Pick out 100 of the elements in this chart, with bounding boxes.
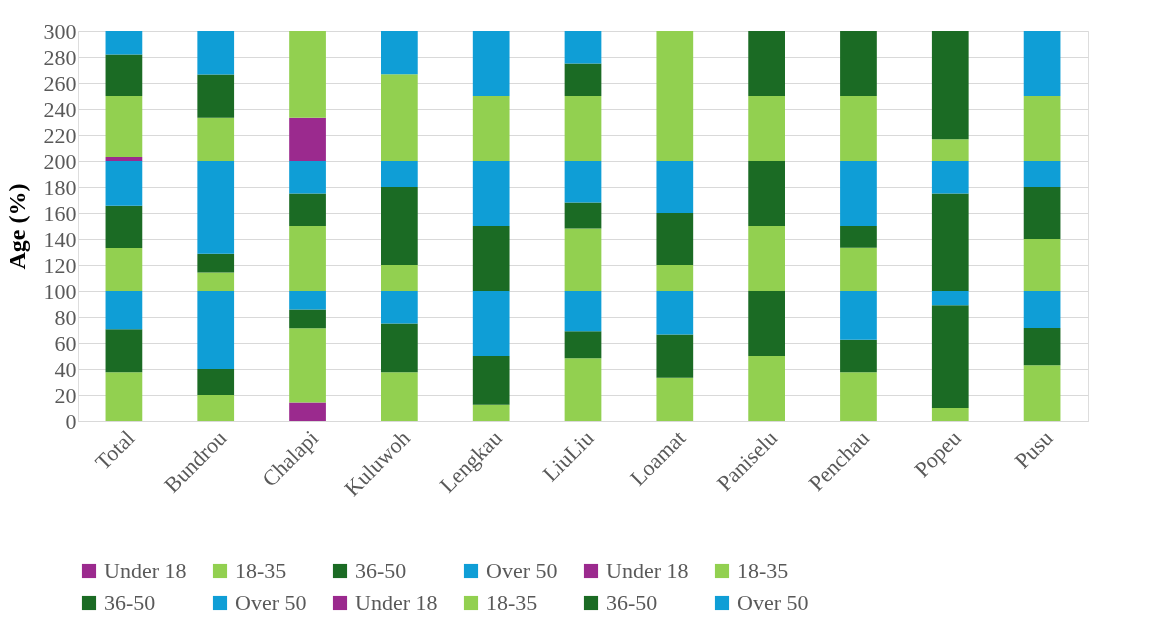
bar xyxy=(656,334,694,378)
legend-label: Over 50 xyxy=(235,590,307,615)
bar xyxy=(197,74,235,118)
y-axis-title: Age (%) xyxy=(3,183,30,270)
y-tick-label: 240 xyxy=(43,96,77,122)
bar xyxy=(197,31,235,75)
legend-label: 18-35 xyxy=(235,558,287,583)
bar xyxy=(289,291,326,310)
y-tick-label: 200 xyxy=(43,148,77,174)
legend-label: Over 50 xyxy=(486,558,558,583)
bar xyxy=(381,187,418,265)
y-tick-label: 180 xyxy=(43,174,77,200)
bar xyxy=(840,291,877,340)
bar xyxy=(1023,161,1061,187)
bar xyxy=(381,291,418,324)
bar xyxy=(840,96,877,161)
bar xyxy=(840,247,877,291)
bar xyxy=(197,395,235,421)
bar xyxy=(105,248,143,291)
legend-label: Over 50 xyxy=(737,590,809,615)
bar xyxy=(105,291,143,330)
bar xyxy=(381,265,418,291)
bar xyxy=(931,193,969,291)
bar xyxy=(748,291,785,356)
bar xyxy=(105,157,143,161)
bar xyxy=(472,356,510,405)
y-tick-label: 140 xyxy=(43,226,77,252)
bar xyxy=(381,372,418,421)
bar xyxy=(1023,239,1061,291)
bar xyxy=(564,161,602,203)
bar xyxy=(840,31,877,96)
bar xyxy=(381,74,418,161)
legend-label: Under 18 xyxy=(606,558,689,583)
bar xyxy=(197,161,235,254)
y-tick-label: 120 xyxy=(43,252,77,278)
bar xyxy=(1023,31,1061,96)
bar xyxy=(289,309,326,329)
legend-label: 36-50 xyxy=(104,590,156,615)
y-tick-label: 80 xyxy=(54,304,77,330)
bar xyxy=(1023,365,1061,421)
bar xyxy=(105,372,143,421)
y-tick-label: 100 xyxy=(43,278,77,304)
bar xyxy=(840,339,877,373)
bar xyxy=(931,139,969,161)
bar xyxy=(105,31,143,55)
bar xyxy=(564,331,602,359)
bar xyxy=(472,96,510,161)
bar xyxy=(931,408,969,421)
bar xyxy=(656,265,694,291)
bar xyxy=(564,358,602,421)
bar xyxy=(564,202,602,229)
bar xyxy=(748,161,785,226)
bar xyxy=(197,272,235,291)
y-tick-label: 260 xyxy=(43,70,77,96)
bar xyxy=(289,161,326,194)
legend-label: 18-35 xyxy=(486,590,538,615)
bar xyxy=(656,377,694,421)
bar xyxy=(564,291,602,332)
bar xyxy=(289,328,326,403)
y-tick-label: 20 xyxy=(54,382,77,408)
legend-label: Under 18 xyxy=(355,590,438,615)
bar xyxy=(105,96,143,158)
bar xyxy=(840,161,877,226)
bar xyxy=(931,31,969,140)
bar xyxy=(289,226,326,291)
y-tick-label: 40 xyxy=(54,356,77,382)
bar xyxy=(472,31,510,96)
bar xyxy=(931,305,969,408)
bar xyxy=(289,31,326,118)
bar xyxy=(289,402,326,421)
bar xyxy=(289,193,326,226)
bar xyxy=(197,253,235,273)
bar xyxy=(289,117,326,161)
bar xyxy=(472,226,510,291)
bar xyxy=(105,161,143,206)
bar xyxy=(656,31,694,161)
bar xyxy=(472,161,510,226)
bar xyxy=(381,161,418,187)
bar xyxy=(1023,96,1061,161)
bar xyxy=(564,96,602,161)
bar xyxy=(656,213,694,265)
bar xyxy=(840,372,877,421)
bar xyxy=(748,31,785,96)
bar xyxy=(840,226,877,248)
bar xyxy=(197,291,235,369)
bar xyxy=(931,161,969,194)
y-tick-label: 220 xyxy=(43,122,77,148)
bar xyxy=(472,404,510,421)
x-tick-label: Pusu xyxy=(1009,425,1058,474)
bar xyxy=(472,291,510,356)
bar xyxy=(105,329,143,373)
bar xyxy=(105,54,143,96)
bar xyxy=(656,161,694,213)
bar xyxy=(748,356,785,421)
bar xyxy=(564,228,602,291)
bar xyxy=(656,291,694,335)
y-tick-label: 60 xyxy=(54,330,77,356)
legend-label: 36-50 xyxy=(606,590,658,615)
y-tick-label: 300 xyxy=(43,18,77,44)
bar xyxy=(105,205,143,249)
